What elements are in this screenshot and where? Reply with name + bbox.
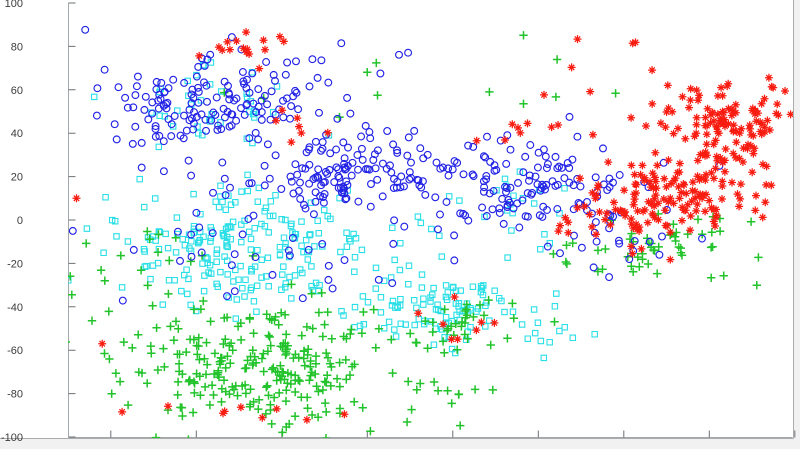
- y-tick-label: -80: [7, 389, 23, 401]
- y-tick-label: 20: [11, 172, 23, 184]
- y-tick-label: -40: [7, 302, 23, 314]
- y-tick-label: -60: [7, 345, 23, 357]
- y-tick-label: -100: [1, 432, 23, 444]
- y-tick-label: 0: [17, 215, 23, 227]
- figure-canvas: [0, 0, 793, 438]
- y-tick-label: 40: [11, 128, 23, 140]
- y-tick-label: 80: [11, 41, 23, 53]
- y-tick-label: -20: [7, 258, 23, 270]
- y-tick-label: 100: [5, 0, 23, 10]
- series-class-red-asterisks: [72, 28, 793, 424]
- window-frame: [0, 0, 794, 439]
- y-tick-label: 60: [11, 85, 23, 97]
- series-class-green-plus: [68, 31, 763, 438]
- plot-area: [68, 25, 793, 438]
- series-class-blue-circles: [68, 25, 724, 305]
- y-axis-tick-labels: 100 80 60 40 20 0 -20 -40 -60 -80 -100: [1, 0, 23, 444]
